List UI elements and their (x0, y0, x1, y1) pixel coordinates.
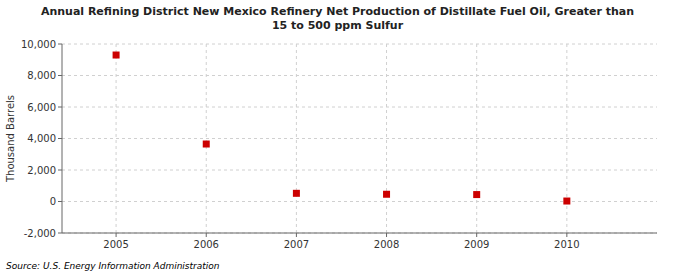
x-axis-line (62, 233, 657, 234)
tick-mark (386, 233, 387, 237)
title-line: Annual Refining District New Mexico Refi… (41, 5, 634, 18)
marks (113, 52, 571, 205)
point (203, 141, 210, 148)
point (293, 190, 300, 197)
tick-mark (58, 44, 62, 45)
tick-mark (58, 138, 62, 139)
tick-label: 8,000 (27, 70, 56, 81)
tick-label: 4,000 (27, 133, 56, 144)
tick-mark (476, 233, 477, 237)
grid-line (62, 170, 657, 171)
grid-line (62, 233, 657, 234)
grid-line (116, 44, 117, 233)
point (473, 191, 480, 198)
tick-label: 2005 (103, 239, 128, 250)
tick-mark (58, 75, 62, 76)
tick-label: 2,000 (27, 165, 56, 176)
title-line: 15 to 500 ppm Sulfur (272, 19, 404, 32)
y-axis-line (62, 44, 63, 233)
chart: Annual Refining District New Mexico Refi… (0, 0, 675, 275)
point (563, 198, 570, 205)
tick-mark (206, 233, 207, 237)
grid-line (206, 44, 207, 233)
tick-label: 0 (50, 196, 56, 207)
tick-mark (116, 233, 117, 237)
tick-label: 2010 (554, 239, 579, 250)
tick-label: 2006 (194, 239, 219, 250)
grid-line (62, 138, 657, 139)
tick-label: 2008 (374, 239, 399, 250)
grid-line (62, 107, 657, 108)
grid-line (62, 75, 657, 76)
tick-label: -2,000 (24, 228, 56, 239)
grid-line (566, 44, 567, 233)
tick-label: 6,000 (27, 102, 56, 113)
grid-line (476, 44, 477, 233)
tick-mark (58, 107, 62, 108)
tick-mark (58, 201, 62, 202)
point (113, 52, 120, 59)
tick-mark (58, 233, 62, 234)
tick-label: 2007 (284, 239, 309, 250)
tick-label: 10,000 (21, 39, 56, 50)
source-note: Source: U.S. Energy Information Administ… (6, 261, 220, 271)
title: Annual Refining District New Mexico Refi… (41, 5, 634, 32)
tick-mark (296, 233, 297, 237)
axes: -2,000 0 2,000 4,000 6,000 8,000 10,000 2005 200… (21, 39, 657, 251)
tick-label: 2009 (464, 239, 489, 250)
point (383, 191, 390, 198)
tick-mark (58, 170, 62, 171)
grid (62, 44, 657, 233)
grid-line (296, 44, 297, 233)
tick-mark (566, 233, 567, 237)
grid-line (62, 44, 657, 45)
y-axis-label: Thousand Barrels (5, 95, 16, 183)
grid-line (386, 44, 387, 233)
